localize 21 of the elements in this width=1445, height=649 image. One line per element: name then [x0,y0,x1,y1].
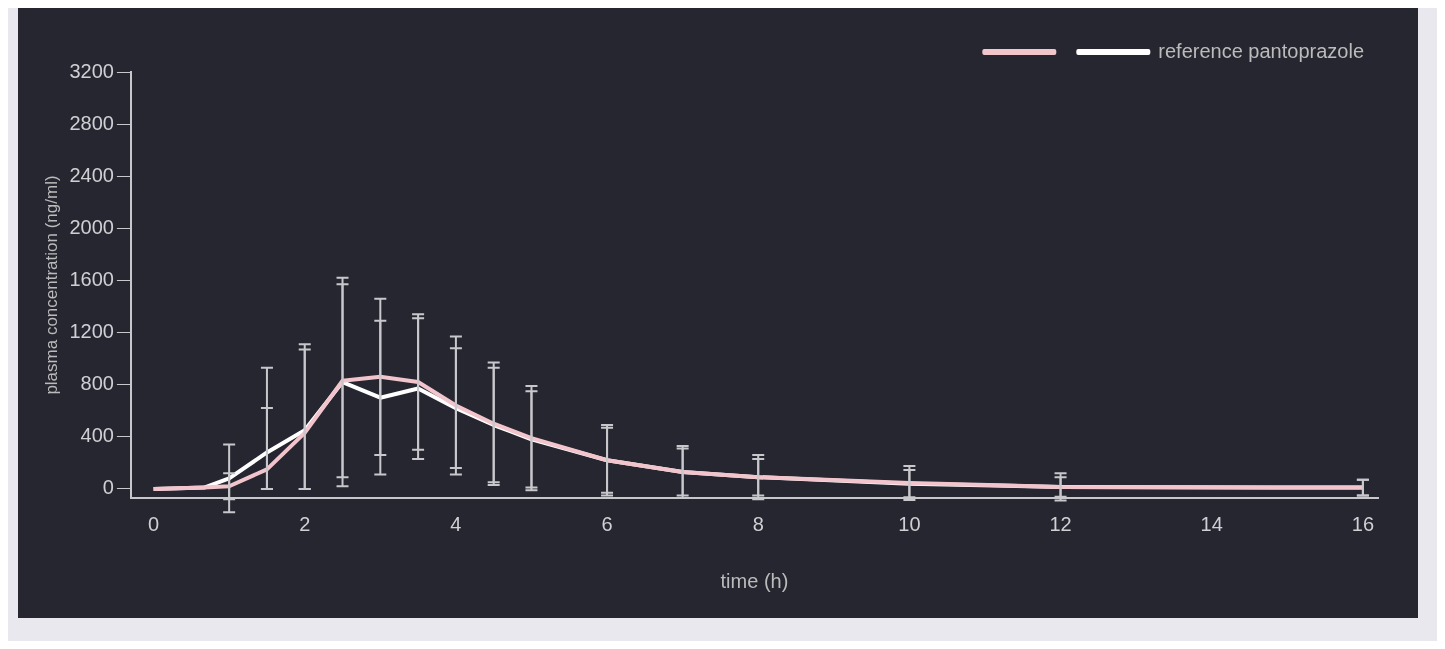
x-tick-label: 0 [148,512,160,535]
x-tick-label: 6 [601,512,613,535]
y-tick-label: 800 [80,372,114,395]
y-tick-label: 1600 [69,267,114,290]
y-tick-label: 3200 [69,59,114,82]
y-tick-label: 2400 [69,163,114,186]
x-tick-label: 4 [450,512,462,535]
y-tick-label: 2000 [69,215,114,238]
legend-label: reference pantoprazole [1158,39,1365,62]
y-tick-label: 0 [102,476,114,499]
x-tick-label: 2 [299,512,311,535]
y-axis-title: plasma concentration (ng/ml) [41,175,61,395]
x-tick-label: 12 [1049,512,1072,535]
y-tick-label: 1200 [69,320,114,343]
x-tick-label: 10 [898,512,921,535]
x-tick-label: 16 [1351,512,1375,535]
x-tick-label: 8 [752,512,764,535]
x-tick-label: 14 [1200,512,1223,535]
y-tick-label: 2800 [69,111,114,134]
x-axis-title: time (h) [720,569,789,592]
y-tick-label: 400 [80,424,114,447]
